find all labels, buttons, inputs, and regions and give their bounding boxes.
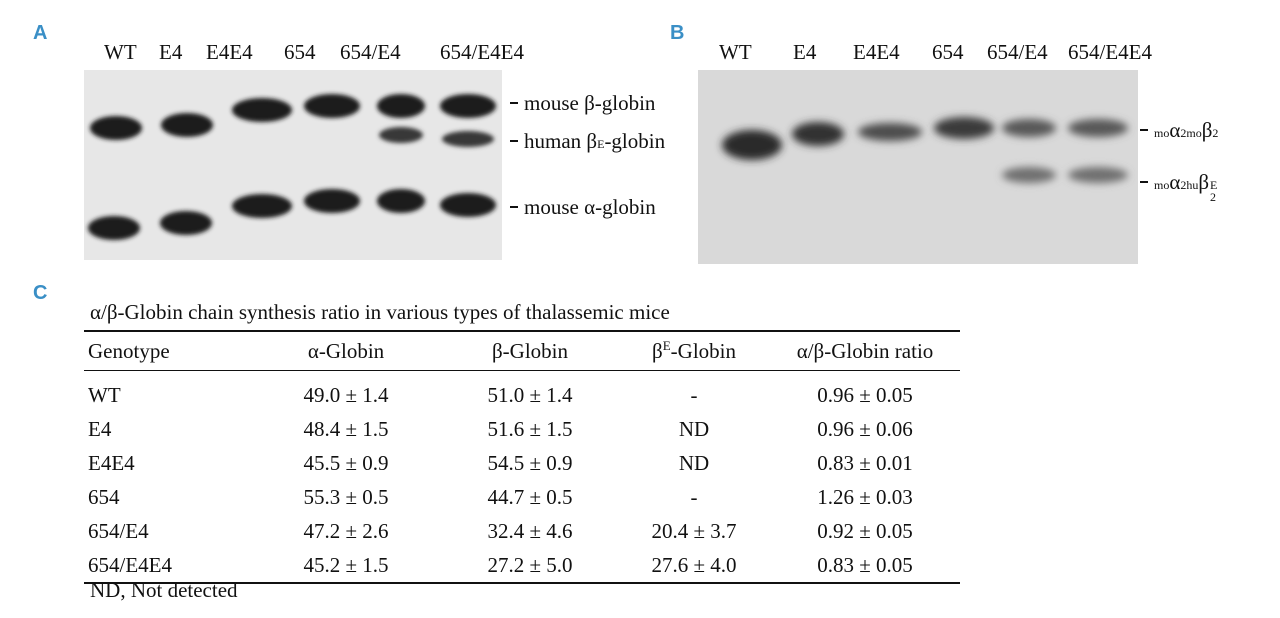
value-cell: 0.83 ± 0.05 <box>817 552 913 577</box>
genotype-cell: 654/E4 <box>88 518 149 543</box>
band-label-mo-alpha2-mo-beta2: mo α 2 mo β 2 <box>1140 118 1218 143</box>
genotype-cell: E4E4 <box>88 450 135 475</box>
globin-ratio-table: Genotype α-Globin β-Globin βE-Globin α/β… <box>84 330 960 584</box>
band-text: mouse α-globin <box>524 195 656 219</box>
genotype-cell: 654/E4E4 <box>88 552 172 577</box>
band-text: mouse β-globin <box>524 91 656 115</box>
lane-label-a: E4E4 <box>206 40 253 64</box>
header-superscript: E <box>662 338 671 353</box>
lane-label-b: 654/E4 <box>987 40 1048 64</box>
band-superscript: hu <box>1186 178 1199 192</box>
lane-label-b: 654 <box>932 40 964 64</box>
column-header: βE-Globin <box>618 331 770 371</box>
band-superscript: mo <box>1154 126 1170 140</box>
column-header: α/β-Globin ratio <box>796 338 934 363</box>
lane-label-a: WT <box>104 40 137 64</box>
value-cell: 54.5 ± 0.9 <box>487 450 573 475</box>
value-cell: 55.3 ± 0.5 <box>303 484 389 509</box>
band-tick <box>1140 129 1148 131</box>
band-superscript: E <box>1210 178 1218 192</box>
table-row: 654 55.3 ± 0.5 44.7 ± 0.5 - 1.26 ± 0.03 <box>84 480 960 514</box>
band-superscript: E <box>597 137 605 151</box>
table-row: 654/E4 47.2 ± 2.6 32.4 ± 4.6 20.4 ± 3.7 0.92… <box>84 514 960 548</box>
lane-label-b: E4E4 <box>853 40 900 64</box>
band-superscript: mo <box>1186 126 1202 140</box>
value-cell: 1.26 ± 0.03 <box>817 484 913 509</box>
band-label-mouse-beta-globin: mouse β-globin <box>510 91 655 116</box>
lane-label-a: 654/E4 <box>340 40 401 64</box>
band-subscript: 2 <box>1212 126 1219 140</box>
band-symbol: β <box>1201 118 1213 142</box>
value-cell: 27.2 ± 5.0 <box>487 552 573 577</box>
value-cell: 51.6 ± 1.5 <box>487 416 573 441</box>
band-text: human β <box>524 129 598 153</box>
table-caption: α/β-Globin chain synthesis ratio in vari… <box>90 300 670 324</box>
value-cell: 47.2 ± 2.6 <box>303 518 389 543</box>
header-text-suffix: -Globin <box>670 339 736 363</box>
panel-label-a: A <box>33 22 48 44</box>
value-cell: 44.7 ± 0.5 <box>487 484 573 509</box>
band-tick <box>510 102 518 104</box>
band-tick <box>1140 181 1148 183</box>
value-cell: 27.6 ± 4.0 <box>651 552 737 577</box>
value-cell: 32.4 ± 4.6 <box>487 518 573 543</box>
band-subscript: 2 <box>1180 126 1187 140</box>
value-cell: 49.0 ± 1.4 <box>303 382 389 407</box>
lane-label-b: 654/E4E4 <box>1068 40 1152 64</box>
value-cell: 45.5 ± 0.9 <box>303 450 389 475</box>
value-cell: - <box>690 382 698 407</box>
value-cell: 0.83 ± 0.01 <box>817 450 913 475</box>
value-cell: - <box>690 484 698 509</box>
table-footnote: ND, Not detected <box>90 578 238 602</box>
value-cell: 0.96 ± 0.05 <box>817 382 913 407</box>
lane-label-a: E4 <box>159 40 183 64</box>
lane-label-b: WT <box>719 40 752 64</box>
band-superscript: mo <box>1154 178 1170 192</box>
column-header: Genotype <box>88 338 170 363</box>
panel-label-c: C <box>33 282 48 304</box>
band-subscript: 2 <box>1210 190 1217 204</box>
column-header: α-Globin <box>307 338 385 363</box>
table-row: 654/E4E4 45.2 ± 1.5 27.2 ± 5.0 27.6 ± 4.0 0.… <box>84 548 960 583</box>
band-text-suffix: -globin <box>604 129 666 153</box>
band-symbol: α <box>1169 170 1181 194</box>
gel-image-a <box>84 70 502 260</box>
header-text: β <box>652 339 663 363</box>
value-cell: 0.92 ± 0.05 <box>817 518 913 543</box>
lane-label-a: 654/E4E4 <box>440 40 524 64</box>
band-subscript: 2 <box>1180 178 1187 192</box>
genotype-cell: 654 <box>88 484 120 509</box>
band-label-mouse-alpha-globin: mouse α-globin <box>510 195 656 220</box>
value-cell: ND <box>678 416 710 441</box>
lane-label-a: 654 <box>284 40 316 64</box>
genotype-cell: WT <box>88 382 121 407</box>
genotype-cell: E4 <box>88 416 112 441</box>
table-row: E4 48.4 ± 1.5 51.6 ± 1.5 ND 0.96 ± 0.06 <box>84 412 960 446</box>
panel-label-b: B <box>670 22 685 44</box>
value-cell: 48.4 ± 1.5 <box>303 416 389 441</box>
band-tick <box>510 140 518 142</box>
band-label-mo-alpha2-hu-betaE2: mo α 2 hu β E 2 <box>1140 170 1217 203</box>
value-cell: 45.2 ± 1.5 <box>303 552 389 577</box>
gel-image-b <box>698 70 1138 264</box>
column-header: β-Globin <box>491 338 568 363</box>
value-cell: 20.4 ± 3.7 <box>651 518 737 543</box>
value-cell: 0.96 ± 0.06 <box>817 416 913 441</box>
lane-label-b: E4 <box>793 40 817 64</box>
band-symbol: β <box>1198 170 1210 194</box>
band-symbol: α <box>1169 118 1181 142</box>
table-row: WT 49.0 ± 1.4 51.0 ± 1.4 - 0.96 ± 0.05 <box>84 371 960 413</box>
band-label-human-betaE-globin: human β E -globin <box>510 129 665 154</box>
table-header-row: Genotype α-Globin β-Globin βE-Globin α/β… <box>84 331 960 371</box>
value-cell: ND <box>678 450 710 475</box>
table-row: E4E4 45.5 ± 0.9 54.5 ± 0.9 ND 0.83 ± 0.01 <box>84 446 960 480</box>
band-tick <box>510 206 518 208</box>
value-cell: 51.0 ± 1.4 <box>487 382 573 407</box>
